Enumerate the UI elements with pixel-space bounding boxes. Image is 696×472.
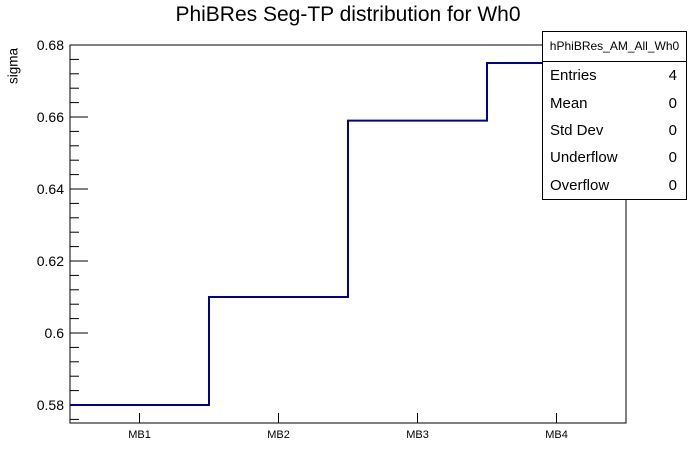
y-axis-tick-label: 0.66 (37, 109, 64, 125)
y-axis-tick-label: 0.6 (45, 325, 65, 341)
x-axis-tick-label: MB1 (128, 429, 151, 441)
stats-row-label: Entries (550, 67, 597, 85)
chart-title: PhiBRes Seg-TP distribution for Wh0 (175, 3, 521, 26)
stats-box-title: hPhiBRes_AM_All_Wh0 (543, 32, 686, 62)
stats-row: Entries 4 (543, 62, 686, 89)
stats-row-value: 0 (668, 94, 677, 112)
stats-row-value: 4 (668, 67, 677, 85)
stats-box: hPhiBRes_AM_All_Wh0 Entries 4 Mean 0 Std… (542, 31, 687, 200)
y-axis-tick-label: 0.58 (37, 397, 64, 413)
stats-row-label: Mean (550, 94, 588, 112)
y-axis-tick-label: 0.62 (37, 253, 64, 269)
stats-row: Underflow 0 (543, 144, 686, 171)
stats-row: Std Dev 0 (543, 117, 686, 144)
stats-row: Overflow 0 (543, 172, 686, 199)
stats-row-label: Overflow (550, 176, 610, 194)
x-axis-tick-label: MB3 (406, 429, 429, 441)
stats-row-label: Std Dev (550, 122, 604, 140)
stats-row-value: 0 (668, 176, 677, 194)
x-axis-tick-label: MB4 (545, 429, 568, 441)
stats-row-label: Underflow (550, 149, 618, 167)
stats-row-value: 0 (668, 149, 677, 167)
plot-frame (69, 44, 627, 424)
stats-box-body: Entries 4 Mean 0 Std Dev 0 Underflow 0 O… (543, 62, 686, 199)
y-axis-tick-label: 0.64 (37, 181, 64, 197)
stats-row: Mean 0 (543, 89, 686, 116)
stats-row-value: 0 (668, 122, 677, 140)
histogram-line (70, 62, 626, 406)
y-axis-tick-label: 0.68 (37, 37, 64, 53)
x-axis-tick-label: MB2 (267, 429, 290, 441)
